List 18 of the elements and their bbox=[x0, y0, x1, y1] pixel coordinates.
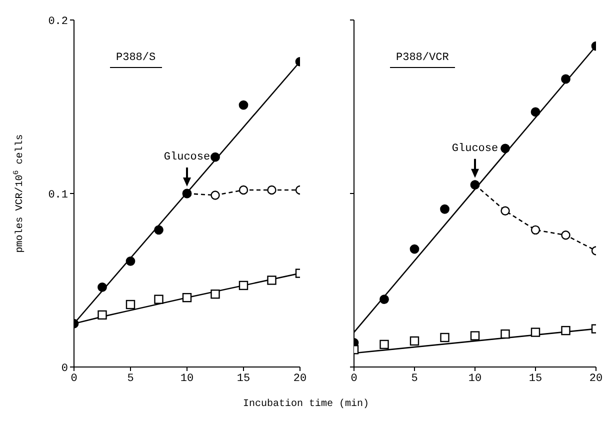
text: P388/VCR bbox=[390, 52, 455, 68]
x-tick-label: 0 bbox=[350, 372, 358, 385]
x-tick-label: 10 bbox=[180, 372, 194, 385]
x-tick-label: 20 bbox=[293, 372, 307, 385]
x-tick-label: 5 bbox=[127, 372, 134, 385]
x-axis-title: Incubation time (min) bbox=[242, 399, 370, 410]
y-tick-label: 0.2 bbox=[48, 16, 68, 28]
x-tick-label: 15 bbox=[528, 372, 542, 385]
x-tick-label: 10 bbox=[468, 372, 482, 385]
x-tick-label: 15 bbox=[236, 372, 250, 385]
text: P388/S bbox=[110, 52, 162, 68]
x-tick-label: 0 bbox=[70, 372, 78, 385]
annotation: Glucose bbox=[452, 142, 498, 155]
y-tick-label: 0 bbox=[61, 362, 68, 375]
x-tick-label: 5 bbox=[411, 372, 418, 385]
annotation: Glucose bbox=[164, 152, 210, 164]
y-tick-label: 0.1 bbox=[48, 189, 68, 202]
x-tick-label: 20 bbox=[589, 372, 603, 385]
